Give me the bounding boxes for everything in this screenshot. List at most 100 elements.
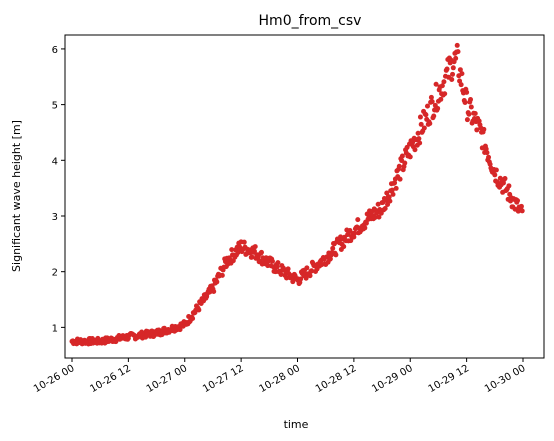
data-point (390, 191, 396, 197)
data-point (464, 117, 470, 123)
data-point (458, 82, 464, 88)
x-axis-ticks: 10-26 00 10-26 12 10-27 00 10-27 12 10-28 00… (32, 358, 528, 395)
data-point (235, 249, 241, 255)
data-point (307, 273, 313, 279)
data-point (486, 154, 492, 160)
data-point (468, 104, 474, 110)
data-point (441, 79, 447, 85)
data-point (355, 217, 361, 223)
data-point (278, 272, 284, 278)
data-point (304, 265, 310, 271)
data-point (506, 183, 512, 189)
data-point (196, 307, 202, 313)
x-tick-label: 10-29 00 (370, 363, 414, 395)
y-axis-ticks: 1 2 3 4 5 6 (52, 45, 65, 334)
data-point (449, 77, 455, 83)
data-point (341, 244, 347, 250)
data-point (375, 201, 381, 207)
y-tick-label: 6 (52, 45, 58, 56)
data-point (455, 49, 461, 55)
y-tick-label: 2 (52, 268, 58, 279)
data-point (454, 42, 460, 48)
data-point (156, 327, 162, 333)
y-tick-label: 3 (52, 212, 58, 223)
data-point (519, 208, 525, 214)
x-tick-label: 10-29 12 (427, 363, 471, 395)
data-point (518, 203, 524, 209)
data-point (415, 130, 421, 136)
data-point (487, 161, 493, 167)
chart-title: Hm0_from_csv (259, 13, 362, 29)
data-point (435, 105, 441, 111)
data-point (464, 89, 470, 95)
data-point (468, 96, 474, 102)
data-point (285, 266, 291, 272)
data-point (229, 247, 235, 253)
y-tick-label: 1 (52, 323, 58, 334)
data-point (351, 234, 357, 240)
data-point (211, 288, 217, 294)
data-point (472, 111, 478, 117)
data-point (462, 99, 468, 105)
data-point (502, 176, 508, 182)
x-tick-label: 10-30 00 (483, 363, 527, 395)
x-tick-label: 10-28 12 (314, 363, 358, 395)
data-point (428, 94, 434, 100)
data-point (453, 55, 459, 61)
data-point (362, 225, 368, 231)
data-point (269, 258, 275, 264)
data-point (392, 180, 398, 186)
data-point (214, 279, 220, 285)
data-point (438, 96, 444, 102)
data-point (258, 249, 264, 255)
x-tick-label: 10-27 12 (201, 363, 245, 395)
data-point (412, 147, 418, 153)
data-point (450, 65, 456, 71)
data-point (433, 81, 439, 87)
data-point (450, 71, 456, 77)
y-axis-label: Significant wave height [m] (10, 120, 23, 272)
data-point (431, 113, 437, 119)
x-tick-label: 10-28 00 (258, 363, 302, 395)
data-point (383, 197, 389, 203)
data-points (69, 42, 525, 347)
data-point (417, 140, 423, 146)
data-point (444, 66, 450, 72)
data-point (493, 167, 499, 173)
data-point (275, 260, 281, 266)
data-point (190, 315, 196, 321)
data-point (481, 126, 487, 132)
data-point (424, 103, 430, 109)
data-point (399, 153, 405, 159)
data-point (251, 248, 257, 254)
data-point (466, 111, 472, 117)
data-point (396, 163, 402, 169)
data-point (386, 194, 392, 200)
x-tick-label: 10-26 12 (88, 363, 132, 395)
data-point (442, 91, 448, 97)
data-point (309, 268, 315, 274)
data-point (423, 112, 429, 118)
data-point (252, 244, 258, 250)
plot-area (64, 34, 545, 359)
data-point (515, 198, 521, 204)
data-point (416, 136, 422, 142)
data-point (474, 127, 480, 133)
data-point (382, 206, 388, 212)
data-point (327, 256, 333, 262)
data-point (274, 264, 280, 270)
data-point (249, 254, 255, 260)
data-point (492, 172, 498, 178)
data-point (372, 214, 378, 220)
data-point (427, 121, 433, 127)
data-point (457, 67, 463, 73)
data-point (429, 99, 435, 105)
data-point (219, 272, 225, 278)
data-point (417, 114, 423, 120)
data-point (418, 121, 424, 127)
data-point (389, 187, 395, 193)
data-point (151, 333, 157, 339)
data-point (298, 276, 304, 282)
data-point (397, 176, 403, 182)
